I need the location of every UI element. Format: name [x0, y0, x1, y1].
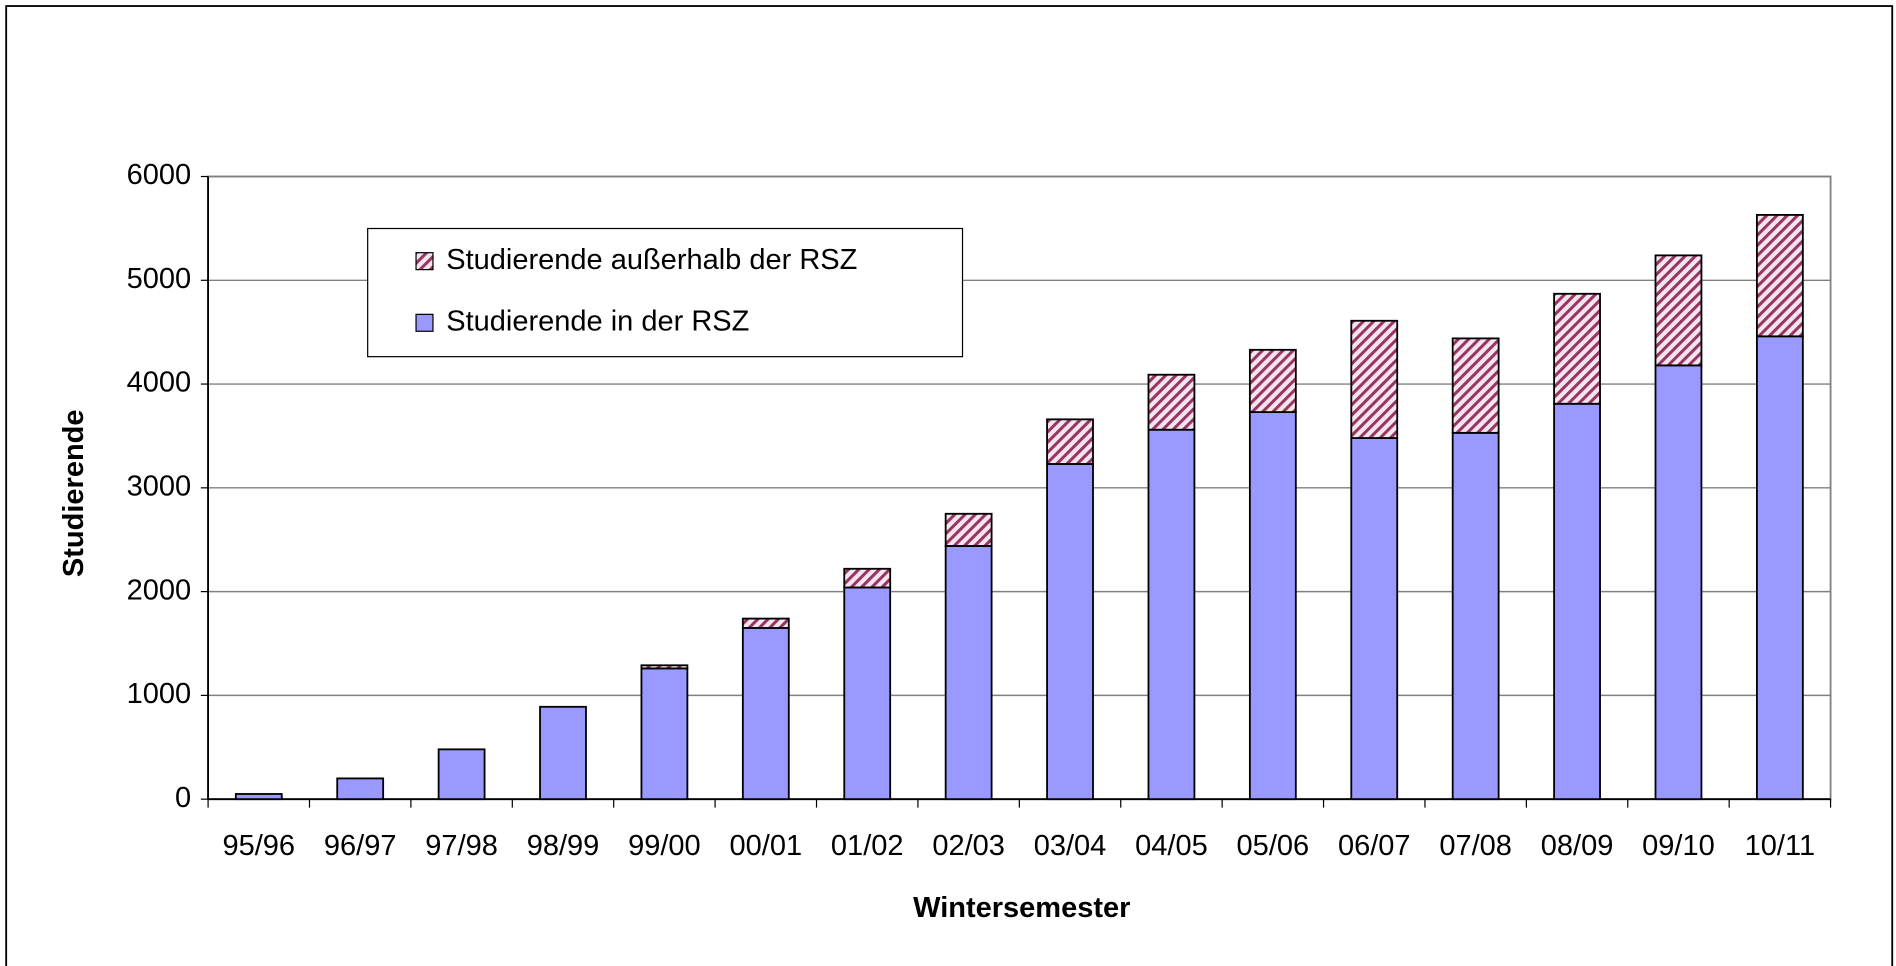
bar-segment: [1755, 214, 1804, 338]
legend: [367, 227, 964, 358]
y-tick-label: 4000: [127, 367, 192, 399]
x-tick-label: 10/11: [1745, 830, 1815, 862]
bar-segment: [1350, 437, 1399, 801]
bar-segment: [1451, 431, 1500, 801]
bar-segment: [1553, 292, 1601, 405]
bar-segment: [1248, 348, 1297, 413]
bar-segment: [336, 777, 385, 801]
bar-segment: [1147, 428, 1196, 801]
legend-label: Studierende außerhalb der RSZ: [446, 244, 857, 276]
y-tick-label: 5000: [127, 263, 192, 295]
y-tick-label: 6000: [127, 159, 192, 191]
bar-segment: [1654, 364, 1703, 801]
x-tick-label: 99/00: [628, 830, 701, 862]
x-tick-label: 00/01: [730, 830, 803, 862]
bar-segment: [1046, 463, 1094, 801]
x-tick-label: 96/97: [324, 830, 397, 862]
bar-segment: [1451, 337, 1500, 434]
bar-segment: [944, 512, 993, 547]
y-tick-label: 2000: [127, 574, 192, 606]
bar-segment: [1147, 373, 1196, 431]
bar-segment: [640, 664, 689, 670]
x-tick-label: 08/09: [1541, 830, 1614, 862]
x-tick-label: 06/07: [1338, 830, 1411, 862]
bar-segment: [1046, 418, 1094, 465]
legend-swatch: [415, 313, 434, 332]
x-tick-label: 03/04: [1034, 830, 1107, 862]
x-tick-label: 95/96: [222, 830, 295, 862]
bar-segment: [1553, 402, 1601, 801]
bar-segment: [539, 705, 587, 801]
bar-segment: [741, 617, 790, 629]
x-tick-label: 09/10: [1642, 830, 1715, 862]
y-tick-label: 3000: [127, 470, 192, 502]
x-tick-label: 98/99: [527, 830, 600, 862]
x-tick-label: 07/08: [1439, 830, 1512, 862]
bar-segment: [1755, 335, 1804, 801]
y-tick-label: 1000: [127, 678, 192, 710]
x-tick-label: 01/02: [831, 830, 904, 862]
legend-swatch: [415, 252, 434, 271]
bar-segment: [843, 567, 892, 589]
x-tick-label: 05/06: [1237, 830, 1310, 862]
bar-segment: [640, 667, 689, 801]
bar-segment: [741, 627, 790, 801]
x-tick-label: 97/98: [425, 830, 498, 862]
bar-segment: [234, 793, 283, 801]
x-tick-label: 04/05: [1135, 830, 1208, 862]
bar-segment: [1248, 411, 1297, 801]
bar-segment: [437, 748, 486, 801]
x-tick-label: 02/03: [932, 830, 1005, 862]
y-axis-title: Studierende: [58, 409, 90, 577]
bar-segment: [1350, 319, 1399, 439]
y-tick-label: 0: [175, 782, 191, 814]
bar-segment: [1654, 254, 1703, 367]
bar-segment: [944, 545, 993, 801]
x-axis-title: Wintersemester: [913, 892, 1130, 924]
bar-segment: [843, 586, 892, 801]
legend-label: Studierende in der RSZ: [446, 305, 749, 337]
